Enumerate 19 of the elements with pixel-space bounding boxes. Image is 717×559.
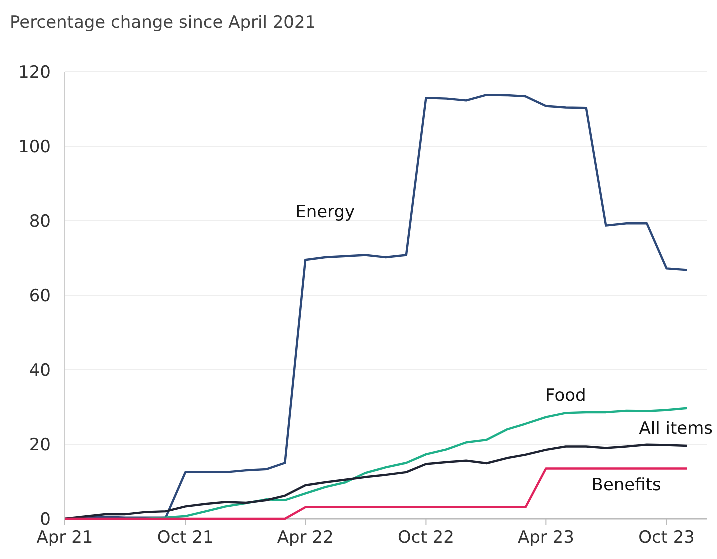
series-label: Benefits — [592, 476, 662, 496]
x-tick-label: Oct 21 — [157, 528, 214, 548]
y-tick-label: 120 — [18, 62, 51, 83]
x-tick-label: Oct 23 — [638, 528, 696, 548]
y-tick-label: 80 — [29, 212, 51, 232]
line-series — [64, 444, 688, 520]
y-tick-label: 40 — [29, 360, 51, 381]
y-tick-label: 0 — [40, 510, 51, 530]
x-tick-label: Oct 22 — [398, 528, 454, 548]
chart-title: Percentage change since April 2021 — [10, 13, 316, 33]
y-tick-label: 60 — [29, 286, 51, 306]
series-label: All items — [639, 418, 714, 439]
x-tick-label: Apr 23 — [518, 528, 574, 548]
x-tick-label: Apr 21 — [36, 528, 94, 548]
x-tick-label: Apr 22 — [277, 528, 334, 548]
y-tick-label: 100 — [18, 137, 51, 158]
y-tick-label: 20 — [29, 435, 51, 456]
series-label: Food — [546, 386, 586, 406]
series-label: Energy — [296, 202, 356, 223]
